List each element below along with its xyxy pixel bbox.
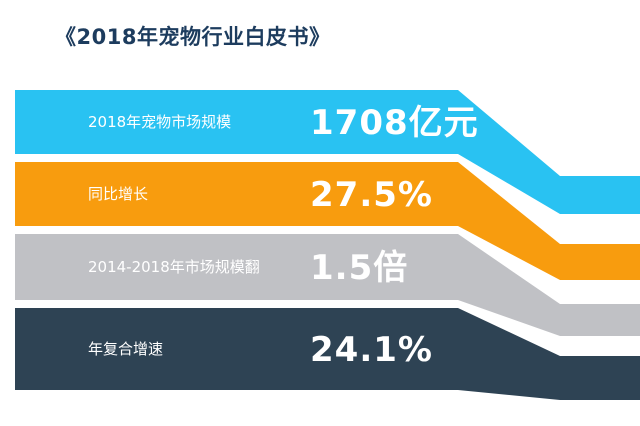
page-title: 《2018年宠物行业白皮书》 <box>55 25 330 49</box>
row-label-market-size: 2018年宠物市场规模 <box>88 113 231 131</box>
ribbon-row-market-size: 2018年宠物市场规模 1708亿元 <box>15 90 640 214</box>
row-label-yoy-growth: 同比增长 <box>88 185 148 203</box>
row-value-cagr: 24.1% <box>310 330 433 370</box>
ribbon-shape-cyan <box>15 90 640 214</box>
row-label-size-multiple: 2014-2018年市场规模翻 <box>88 258 260 276</box>
ribbon-shape-gray <box>15 234 640 336</box>
ribbon-shape-dark <box>15 308 640 400</box>
ribbon-row-yoy-growth: 同比增长 27.5% <box>15 162 640 280</box>
row-value-market-size: 1708亿元 <box>310 103 479 143</box>
row-label-cagr: 年复合增速 <box>88 340 163 358</box>
ribbon-row-cagr: 年复合增速 24.1% <box>15 308 640 400</box>
row-value-size-multiple: 1.5倍 <box>310 248 408 288</box>
ribbon-row-size-multiple: 2014-2018年市场规模翻 1.5倍 <box>15 234 640 336</box>
row-value-yoy-growth: 27.5% <box>310 175 433 215</box>
ribbon-shape-orange <box>15 162 640 280</box>
